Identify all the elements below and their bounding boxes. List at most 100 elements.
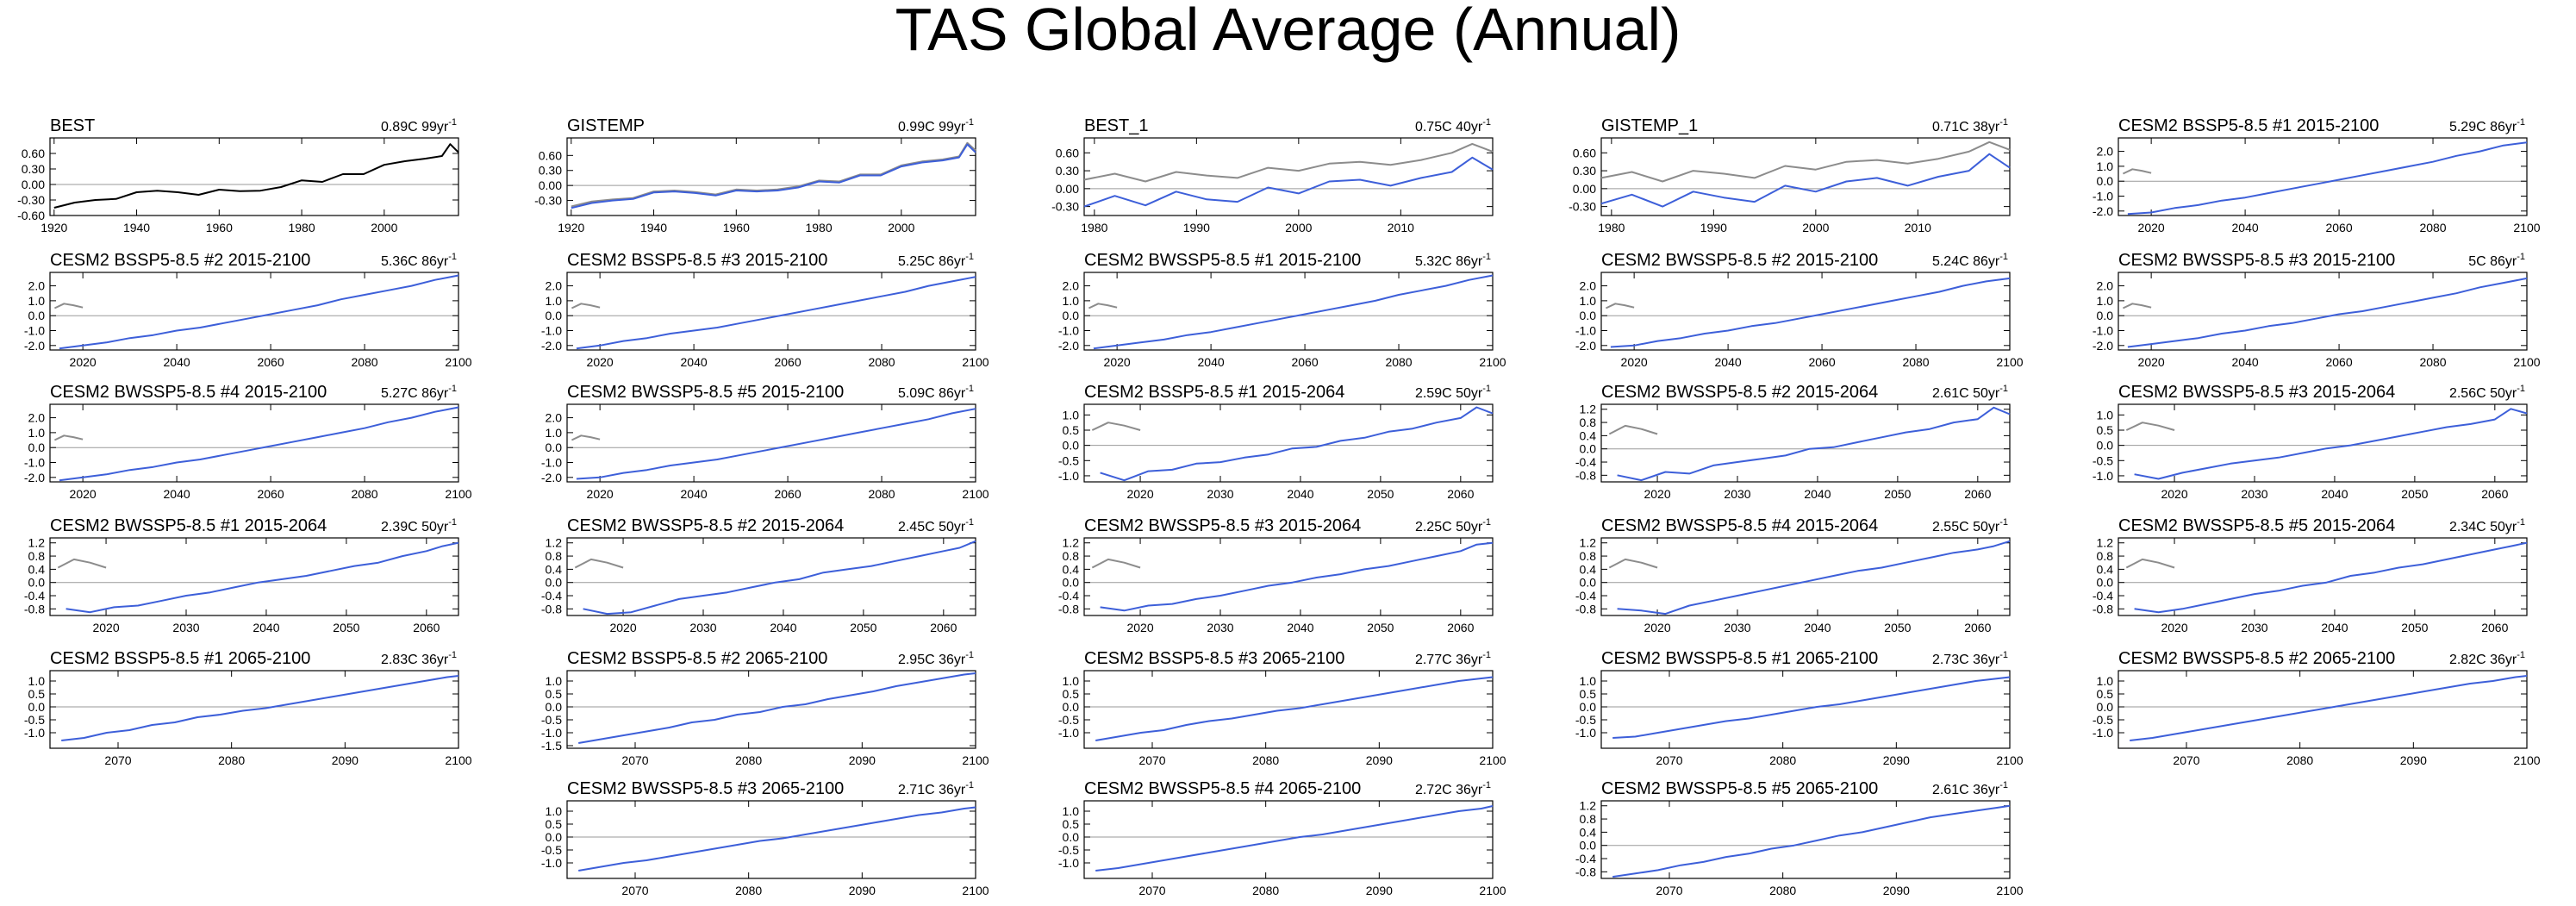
trend-label: 2.34C 50yr-1 [2449, 517, 2525, 534]
y-tick-label: -0.8 [1575, 468, 1596, 482]
x-tick-label: 2070 [621, 884, 648, 897]
trend-exponent: -1 [2517, 117, 2525, 128]
panel-8: CESM2 BWSSP5-8.5 #1 2015-2100 5.32C 86yr-… [1058, 251, 1506, 369]
x-tick-label: 2040 [770, 621, 796, 634]
x-tick-label: 2090 [1366, 753, 1393, 767]
trend-label: 5.25C 86yr-1 [898, 252, 974, 269]
y-tick-label: -0.5 [24, 713, 45, 727]
panel-7: CESM2 BSSP5-8.5 #3 2015-2100 5.25C 86yr-1… [541, 251, 989, 369]
y-tick-label: -2.0 [2093, 204, 2113, 218]
x-tick-label: 2070 [1138, 884, 1165, 897]
y-tick-label: -0.4 [1575, 589, 1596, 603]
y-tick-label: -1.0 [2093, 469, 2113, 483]
trend-exponent: -1 [965, 517, 974, 528]
trend-label: 2.73C 36yr-1 [1932, 650, 2008, 667]
x-tick-label: 2080 [868, 487, 895, 501]
series-line-model [1612, 804, 2011, 878]
panel-28: CESM2 BWSSP5-8.5 #5 2065-2100 2.61C 36yr-… [1575, 779, 2024, 897]
y-tick-label: -0.8 [24, 602, 45, 615]
y-tick-label: -1.0 [1575, 324, 1596, 338]
series-line-reference [1608, 558, 1658, 569]
x-tick-label: 2080 [351, 355, 377, 369]
y-tick-label: 0.00 [539, 178, 562, 192]
y-tick-label: 0.4 [2097, 562, 2114, 576]
panel-15: CESM2 BWSSP5-8.5 #3 2015-2064 2.56C 50yr-… [2093, 383, 2528, 501]
x-tick-label: 2080 [735, 753, 762, 767]
x-tick-label: 2040 [681, 355, 708, 369]
y-tick-label: 0.8 [1580, 416, 1597, 429]
trend-exponent: -1 [448, 517, 457, 528]
plot-frame [1600, 137, 2011, 216]
y-tick-label: 1.0 [1580, 674, 1597, 688]
x-tick-label: 2060 [413, 621, 440, 634]
trend-label: 2.59C 50yr-1 [1415, 384, 1491, 401]
y-tick-label: -2.0 [541, 339, 562, 353]
x-tick-label: 2030 [172, 621, 199, 634]
series-line-model [1083, 156, 1494, 208]
x-tick-label: 2060 [1964, 621, 1991, 634]
plot-frame [2118, 272, 2528, 351]
y-tick-label: 0.5 [1063, 687, 1080, 701]
series-line-reference [1600, 141, 2011, 183]
panel-2: GISTEMP 0.99C 99yr-1 0.60 0.300.00 -0.30 1920… [534, 116, 976, 234]
plot-frame [49, 670, 459, 749]
panel-title: CESM2 BWSSP5-8.5 #2 2015-2064 [1601, 383, 1878, 402]
x-tick-label: 2020 [1126, 621, 1153, 634]
trend-exponent: -1 [2517, 252, 2525, 262]
trend-exponent: -1 [1999, 650, 2008, 660]
panel-title: CESM2 BWSSP5-8.5 #2 2015-2064 [567, 516, 844, 535]
series-line-reference [571, 303, 601, 309]
y-tick-label: 0.5 [2097, 423, 2114, 437]
x-tick-label: 2100 [445, 753, 471, 767]
plot-frame [1083, 537, 1494, 616]
y-tick-label: 2.0 [1580, 279, 1597, 293]
trend-exponent: -1 [1482, 252, 1491, 262]
x-tick-label: 2020 [2161, 621, 2187, 634]
x-tick-label: 2060 [1447, 621, 1474, 634]
panel-11: CESM2 BWSSP5-8.5 #4 2015-2100 5.27C 86yr-… [24, 383, 472, 501]
x-tick-label: 2100 [2513, 355, 2540, 369]
y-tick-label: 0.0 [1063, 700, 1080, 714]
x-tick-label: 2060 [774, 355, 801, 369]
series-line-model [2130, 675, 2528, 741]
y-tick-label: -1.0 [1058, 324, 1079, 338]
plot-frame [1083, 272, 1494, 351]
series-line-model [59, 406, 459, 482]
series-line-reference [1091, 558, 1141, 569]
y-tick-label: 2.0 [28, 411, 46, 425]
plot-frame [566, 670, 976, 749]
series-line-model [1095, 805, 1494, 872]
plot-frame [49, 272, 459, 351]
y-tick-label: 0.5 [1063, 817, 1080, 831]
x-tick-label: 2000 [1285, 221, 1312, 234]
y-tick-label: -0.5 [541, 843, 562, 857]
panel-18: CESM2 BWSSP5-8.5 #3 2015-2064 2.25C 50yr-… [1058, 516, 1494, 634]
panel-21: CESM2 BSSP5-8.5 #1 2065-2100 2.83C 36yr-1… [24, 649, 472, 767]
series-line-model [1617, 406, 2011, 482]
panel-10: CESM2 BWSSP5-8.5 #3 2015-2100 5C 86yr-1 2.… [2093, 251, 2541, 369]
y-tick-label: 1.0 [546, 294, 563, 308]
panel-9: CESM2 BWSSP5-8.5 #2 2015-2100 5.24C 86yr-… [1575, 251, 2024, 369]
x-tick-label: 2040 [681, 487, 708, 501]
y-tick-label: 0.00 [22, 178, 45, 191]
y-tick-label: 2.0 [546, 411, 563, 425]
x-tick-label: 2080 [2419, 221, 2446, 234]
x-tick-label: 2010 [1905, 221, 1931, 234]
panel-6: CESM2 BSSP5-8.5 #2 2015-2100 5.36C 86yr-1… [24, 251, 472, 369]
series-line-reference [57, 558, 107, 569]
trend-label: 0.75C 40yr-1 [1415, 117, 1491, 134]
y-tick-label: 0.8 [2097, 549, 2114, 563]
x-tick-label: 2040 [1715, 355, 1742, 369]
x-tick-label: 2090 [1366, 884, 1393, 897]
y-tick-label: 0.0 [546, 830, 563, 844]
x-tick-label: 2020 [1644, 621, 1670, 634]
y-tick-label: 0.0 [2097, 700, 2114, 714]
series-line-reference [1083, 142, 1494, 183]
plot-frame [566, 800, 976, 879]
trend-label: 2.56C 50yr-1 [2449, 384, 2525, 401]
y-tick-label: 1.2 [546, 536, 563, 550]
y-tick-label: 0.0 [28, 441, 46, 454]
y-tick-label: 0.0 [2097, 576, 2114, 590]
plot-frame [566, 537, 976, 616]
